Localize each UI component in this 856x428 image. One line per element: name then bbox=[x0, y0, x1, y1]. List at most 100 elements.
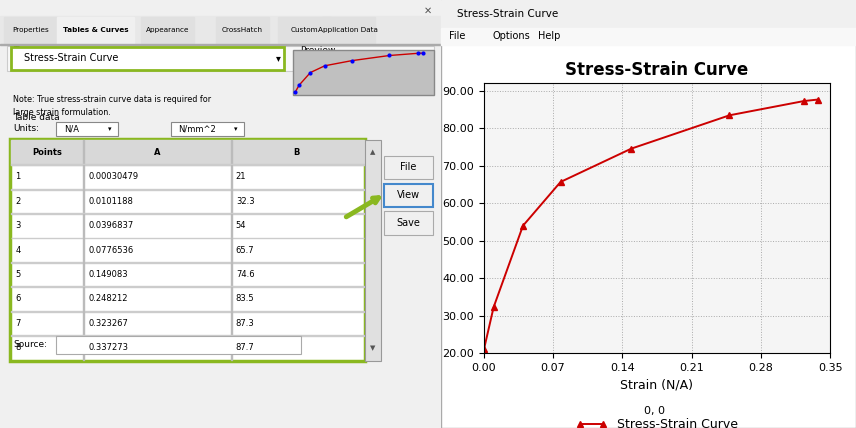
Bar bbox=[4, 17, 57, 44]
Text: View: View bbox=[397, 190, 420, 200]
Text: 0.149083: 0.149083 bbox=[88, 270, 128, 279]
Text: 74.6: 74.6 bbox=[236, 270, 254, 279]
Text: 4: 4 bbox=[15, 246, 21, 255]
X-axis label: Strain (N/A): Strain (N/A) bbox=[621, 378, 693, 391]
Text: 0.0101188: 0.0101188 bbox=[88, 197, 133, 206]
Text: B: B bbox=[294, 148, 300, 157]
Bar bbox=[322, 17, 375, 44]
Title: Stress-Strain Curve: Stress-Strain Curve bbox=[565, 61, 749, 79]
Bar bbox=[231, 238, 232, 262]
Text: A: A bbox=[154, 148, 161, 157]
Text: 0.00030479: 0.00030479 bbox=[88, 172, 139, 181]
Bar bbox=[11, 213, 364, 214]
Stress-Strain Curve bbox=[812, 97, 823, 102]
Stress-Strain Curve bbox=[489, 304, 499, 309]
Bar bbox=[83, 311, 84, 336]
FancyBboxPatch shape bbox=[384, 156, 433, 179]
FancyBboxPatch shape bbox=[9, 139, 365, 361]
Stress-Strain Curve bbox=[799, 98, 809, 104]
Text: ▾: ▾ bbox=[108, 126, 111, 132]
Bar bbox=[83, 262, 84, 287]
Text: 87.7: 87.7 bbox=[236, 343, 254, 352]
Text: Points: Points bbox=[33, 148, 62, 157]
Bar bbox=[231, 262, 232, 287]
Text: 0, 0: 0, 0 bbox=[645, 406, 665, 416]
Text: 0.323267: 0.323267 bbox=[88, 319, 128, 328]
Bar bbox=[11, 164, 364, 165]
Bar bbox=[11, 140, 364, 165]
Text: Tables & Curves: Tables & Curves bbox=[63, 27, 128, 33]
Bar bbox=[11, 335, 364, 336]
Y-axis label: Stress (N/mm^2): Stress (N/mm^2) bbox=[424, 164, 437, 273]
Text: File: File bbox=[449, 31, 466, 42]
Text: ▲: ▲ bbox=[371, 149, 376, 155]
Text: Table data: Table data bbox=[13, 113, 60, 122]
Text: ✕: ✕ bbox=[424, 6, 431, 16]
FancyBboxPatch shape bbox=[170, 122, 244, 136]
Bar bbox=[231, 214, 232, 238]
Bar bbox=[231, 311, 232, 336]
Text: CrossHatch: CrossHatch bbox=[222, 27, 263, 33]
Text: 21: 21 bbox=[236, 172, 247, 181]
Text: 8: 8 bbox=[15, 343, 21, 352]
Text: 2: 2 bbox=[15, 197, 21, 206]
Text: 0.248212: 0.248212 bbox=[88, 294, 128, 303]
Stress-Strain Curve bbox=[627, 146, 637, 151]
Text: Properties: Properties bbox=[13, 27, 50, 33]
Text: ▼: ▼ bbox=[371, 345, 376, 351]
Bar bbox=[216, 17, 269, 44]
FancyBboxPatch shape bbox=[7, 46, 434, 71]
Bar bbox=[141, 17, 194, 44]
Bar bbox=[0, 16, 441, 45]
Text: Custom: Custom bbox=[290, 27, 318, 33]
Text: Preview: Preview bbox=[300, 46, 336, 55]
Bar bbox=[57, 17, 134, 44]
Bar bbox=[83, 165, 84, 189]
Text: Application Data: Application Data bbox=[318, 27, 378, 33]
Text: Source:: Source: bbox=[13, 340, 47, 349]
Bar bbox=[231, 165, 232, 189]
Text: N/A: N/A bbox=[64, 124, 79, 134]
Text: N/mm^2: N/mm^2 bbox=[179, 124, 217, 134]
Text: 87.3: 87.3 bbox=[236, 319, 254, 328]
Text: 83.5: 83.5 bbox=[236, 294, 254, 303]
Text: 0.0396837: 0.0396837 bbox=[88, 221, 134, 230]
Text: ▾: ▾ bbox=[234, 126, 237, 132]
Text: Type: Type bbox=[13, 46, 34, 55]
Stress-Strain Curve bbox=[518, 223, 528, 229]
Text: 1: 1 bbox=[15, 172, 21, 181]
Bar bbox=[231, 287, 232, 311]
Bar bbox=[83, 238, 84, 262]
Text: 65.7: 65.7 bbox=[236, 246, 254, 255]
Text: Save: Save bbox=[396, 217, 420, 228]
Text: Help: Help bbox=[538, 31, 560, 42]
Stress-Strain Curve bbox=[724, 113, 734, 118]
Text: 5: 5 bbox=[15, 270, 21, 279]
Text: Options: Options bbox=[492, 31, 530, 42]
Text: Units:: Units: bbox=[13, 124, 39, 133]
Bar bbox=[231, 140, 232, 165]
Legend: Stress-Strain Curve: Stress-Strain Curve bbox=[571, 413, 743, 428]
Text: 7: 7 bbox=[15, 319, 21, 328]
Text: Appearance: Appearance bbox=[146, 27, 189, 33]
Stress-Strain Curve bbox=[556, 179, 566, 184]
Text: Note: True stress-strain curve data is required for
large strain formulation.: Note: True stress-strain curve data is r… bbox=[13, 95, 211, 117]
Text: 0.337273: 0.337273 bbox=[88, 343, 128, 352]
Stress-Strain Curve bbox=[479, 347, 489, 352]
FancyBboxPatch shape bbox=[56, 336, 301, 354]
Text: 32.3: 32.3 bbox=[236, 197, 254, 206]
Text: Stress-Strain Curve: Stress-Strain Curve bbox=[457, 9, 558, 19]
Text: 54: 54 bbox=[236, 221, 247, 230]
Bar bbox=[231, 336, 232, 360]
Bar bbox=[0, 44, 441, 45]
Line: Stress-Strain Curve: Stress-Strain Curve bbox=[480, 96, 821, 353]
Bar bbox=[11, 311, 364, 312]
FancyBboxPatch shape bbox=[11, 47, 284, 70]
FancyBboxPatch shape bbox=[384, 211, 433, 235]
Bar bbox=[277, 17, 330, 44]
Bar bbox=[83, 214, 84, 238]
Text: Stress-Strain Curve: Stress-Strain Curve bbox=[24, 53, 119, 63]
Text: File: File bbox=[401, 162, 417, 172]
Text: 3: 3 bbox=[15, 221, 21, 230]
Text: ▾: ▾ bbox=[276, 53, 281, 63]
